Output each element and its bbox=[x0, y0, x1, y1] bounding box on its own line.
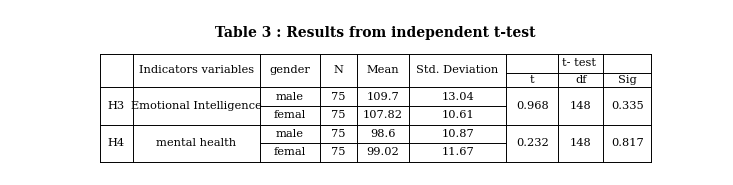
Text: Indicators variables: Indicators variables bbox=[139, 65, 254, 75]
Text: 0.817: 0.817 bbox=[611, 138, 644, 148]
Text: 75: 75 bbox=[331, 147, 345, 157]
Text: H3: H3 bbox=[108, 101, 125, 111]
Text: 75: 75 bbox=[331, 92, 345, 102]
Text: 107.82: 107.82 bbox=[363, 110, 403, 120]
Text: N: N bbox=[334, 65, 343, 75]
Text: H4: H4 bbox=[108, 138, 125, 148]
Text: 109.7: 109.7 bbox=[366, 92, 399, 102]
Text: 148: 148 bbox=[570, 138, 592, 148]
Text: 99.02: 99.02 bbox=[366, 147, 399, 157]
Text: 75: 75 bbox=[331, 110, 345, 120]
Text: t- test: t- test bbox=[561, 58, 595, 68]
Text: Table 3 : Results from independent t-test: Table 3 : Results from independent t-tes… bbox=[216, 26, 536, 41]
Text: 98.6: 98.6 bbox=[370, 129, 396, 139]
Text: femal: femal bbox=[273, 110, 306, 120]
Text: 148: 148 bbox=[570, 101, 592, 111]
Text: Std. Deviation: Std. Deviation bbox=[416, 65, 498, 75]
Text: Mean: Mean bbox=[366, 65, 399, 75]
Text: 10.87: 10.87 bbox=[441, 129, 474, 139]
Text: Emotional Intelligence: Emotional Intelligence bbox=[131, 101, 262, 111]
Text: df: df bbox=[575, 75, 586, 85]
Text: mental health: mental health bbox=[156, 138, 237, 148]
Text: 13.04: 13.04 bbox=[441, 92, 474, 102]
Text: femal: femal bbox=[273, 147, 306, 157]
Text: gender: gender bbox=[270, 65, 310, 75]
Text: 0.232: 0.232 bbox=[516, 138, 548, 148]
Text: 11.67: 11.67 bbox=[441, 147, 474, 157]
Text: 10.61: 10.61 bbox=[441, 110, 474, 120]
Text: 0.968: 0.968 bbox=[516, 101, 548, 111]
Text: Sig: Sig bbox=[618, 75, 636, 85]
Text: male: male bbox=[276, 92, 304, 102]
Text: 75: 75 bbox=[331, 129, 345, 139]
Text: 0.335: 0.335 bbox=[611, 101, 644, 111]
Text: male: male bbox=[276, 129, 304, 139]
Text: t: t bbox=[530, 75, 534, 85]
